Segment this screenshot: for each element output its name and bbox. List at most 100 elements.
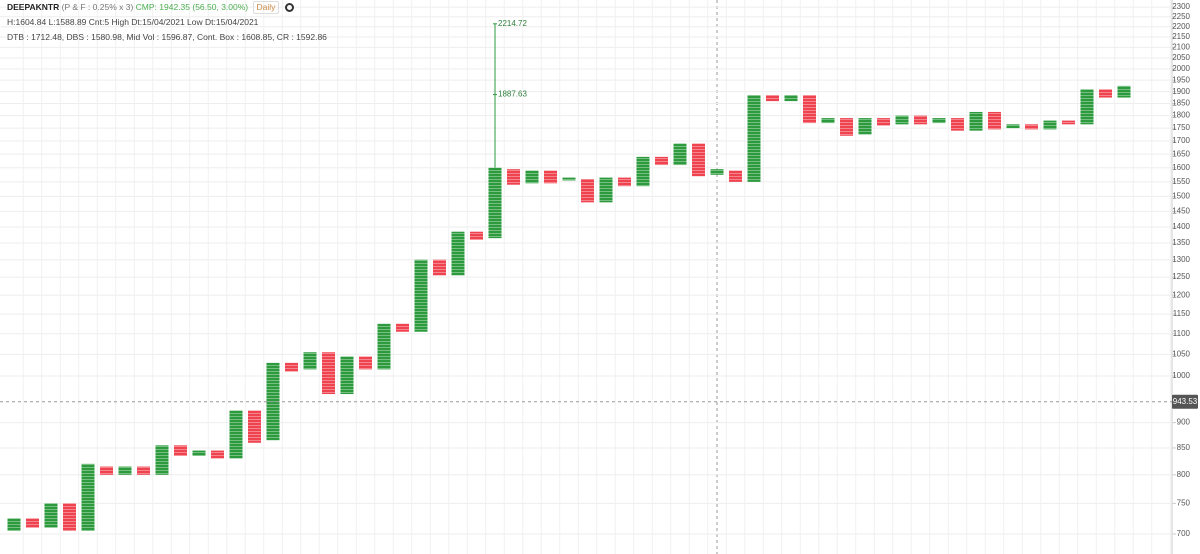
pnf-texture <box>969 111 983 131</box>
pnf-texture <box>840 118 853 136</box>
pnf-texture <box>729 170 742 182</box>
y-tick-label: 2100 <box>1172 42 1190 51</box>
pnf-texture <box>951 118 964 131</box>
pnf-texture <box>877 118 890 126</box>
pnf-texture <box>174 445 187 456</box>
pnf-texture <box>414 259 428 332</box>
header-row: DEEPAKNTR (P & F : 0.25% x 3) CMP: 1942.… <box>7 0 327 15</box>
pnf-texture <box>266 362 280 441</box>
y-tick-label: 1250 <box>1172 272 1190 281</box>
y-tick-label: 2150 <box>1172 32 1190 41</box>
pnf-texture <box>1080 89 1094 125</box>
pnf-texture <box>433 259 446 276</box>
crosshair-label: 943.53 <box>1173 397 1198 406</box>
pnf-texture <box>1025 124 1038 130</box>
pnf-texture <box>525 170 539 184</box>
crosshair-label-bg <box>1172 394 1198 409</box>
pnf-texture <box>303 352 317 370</box>
pnf-texture <box>507 169 520 185</box>
symbol: DEEPAKNTR <box>7 2 60 12</box>
y-tick-label: 750 <box>1177 498 1191 507</box>
pnf-texture <box>7 518 21 531</box>
pnf-texture <box>821 118 835 124</box>
pnf-texture <box>248 410 261 443</box>
y-tick-label: 850 <box>1177 443 1191 452</box>
pnf-texture <box>488 167 502 239</box>
y-tick-label: 1450 <box>1172 207 1190 216</box>
pnf-texture <box>470 231 483 240</box>
pnf-texture <box>858 118 872 135</box>
pnf-texture <box>636 156 650 187</box>
pnf-texture <box>118 466 132 475</box>
pnf-texture <box>155 445 169 475</box>
y-tick-label: 2200 <box>1172 22 1190 31</box>
header: DEEPAKNTR (P & F : 0.25% x 3) CMP: 1942.… <box>7 0 327 45</box>
pnf-texture <box>44 503 58 528</box>
y-tick-label: 1550 <box>1172 177 1190 186</box>
y-tick-label: 1750 <box>1172 123 1190 132</box>
pnf-texture <box>599 177 613 203</box>
y-tick-label: 1500 <box>1172 191 1190 200</box>
pnf-texture <box>322 352 335 395</box>
y-tick-label: 1300 <box>1172 255 1190 264</box>
y-tick-label: 1600 <box>1172 163 1190 172</box>
wick-label: 1887.63 <box>498 90 527 99</box>
pnf-texture <box>137 466 150 475</box>
info-line: DTB : 1712.48, DBS : 1580.98, Mid Vol : … <box>7 32 327 42</box>
pnf-texture <box>396 323 409 332</box>
pnf-texture <box>192 450 206 456</box>
y-tick-label: 1050 <box>1172 349 1190 358</box>
pnf-texture <box>340 356 354 395</box>
y-tick-label: 1200 <box>1172 290 1190 299</box>
y-tick-label: 2050 <box>1172 53 1190 62</box>
params: (P & F : 0.25% x 3) <box>61 2 134 12</box>
y-tick-label: 700 <box>1177 529 1191 538</box>
pnf-texture <box>1006 124 1020 129</box>
y-tick-label: 1700 <box>1172 136 1190 145</box>
pnf-texture <box>988 111 1001 130</box>
pnf-texture <box>673 143 687 166</box>
pnf-texture <box>562 177 576 181</box>
pnf-texture <box>747 95 761 182</box>
settings-icon[interactable] <box>284 3 294 13</box>
pnf-texture <box>803 95 816 124</box>
pnf-texture <box>100 466 113 475</box>
y-tick-label: 1950 <box>1172 75 1190 84</box>
pnf-texture <box>618 177 631 187</box>
y-tick-label: 800 <box>1177 470 1191 479</box>
pnf-texture <box>1117 85 1131 98</box>
y-tick-label: 2250 <box>1172 12 1190 21</box>
y-tick-label: 2000 <box>1172 64 1190 73</box>
wick-label: 2214.72 <box>498 19 527 28</box>
y-tick-label: 2300 <box>1172 2 1190 11</box>
pnf-texture <box>914 115 927 125</box>
pnf-texture <box>359 356 372 370</box>
interval-dropdown[interactable]: Daily <box>252 1 280 14</box>
y-tick-label: 1150 <box>1173 309 1191 318</box>
pnf-texture <box>377 323 391 370</box>
pnf-texture <box>26 518 39 528</box>
y-tick-label: 900 <box>1177 418 1191 427</box>
pnf-texture <box>581 179 594 203</box>
pnf-texture <box>81 463 95 531</box>
pnf-texture <box>932 118 946 124</box>
pnf-texture <box>544 170 557 184</box>
pnf-texture <box>451 231 465 276</box>
pnf-texture <box>1043 120 1057 130</box>
pnf-texture <box>285 362 298 372</box>
info-line: H:1604.84 L:1588.89 Cnt:5 High Dt:15/04/… <box>7 17 259 27</box>
pnf-texture <box>229 410 243 459</box>
y-tick-label: 1350 <box>1172 238 1190 247</box>
pnf-texture <box>710 169 724 175</box>
y-tick-label: 1000 <box>1172 371 1190 380</box>
y-tick-label: 1650 <box>1172 149 1190 158</box>
y-tick-label: 1400 <box>1172 222 1190 231</box>
pnf-texture <box>784 95 798 102</box>
pnf-texture <box>211 450 224 459</box>
pnf-texture <box>895 115 909 125</box>
pnf-texture <box>692 143 705 177</box>
y-tick-label: 1800 <box>1172 111 1190 120</box>
y-tick-label: 1850 <box>1172 99 1190 108</box>
